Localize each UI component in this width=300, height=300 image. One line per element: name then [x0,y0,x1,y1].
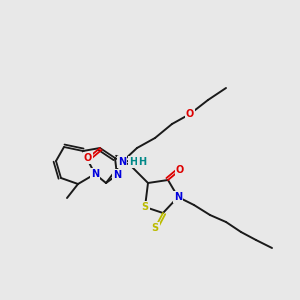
Text: N: N [118,157,126,167]
Text: O: O [84,153,92,163]
Text: O: O [176,165,184,175]
Text: O: O [186,109,194,119]
Text: S: S [141,202,148,212]
Text: N: N [91,169,99,179]
Text: N: N [174,192,182,202]
Text: H: H [129,157,137,167]
Text: S: S [152,223,159,233]
Text: N: N [113,170,121,180]
Text: H: H [138,157,146,167]
